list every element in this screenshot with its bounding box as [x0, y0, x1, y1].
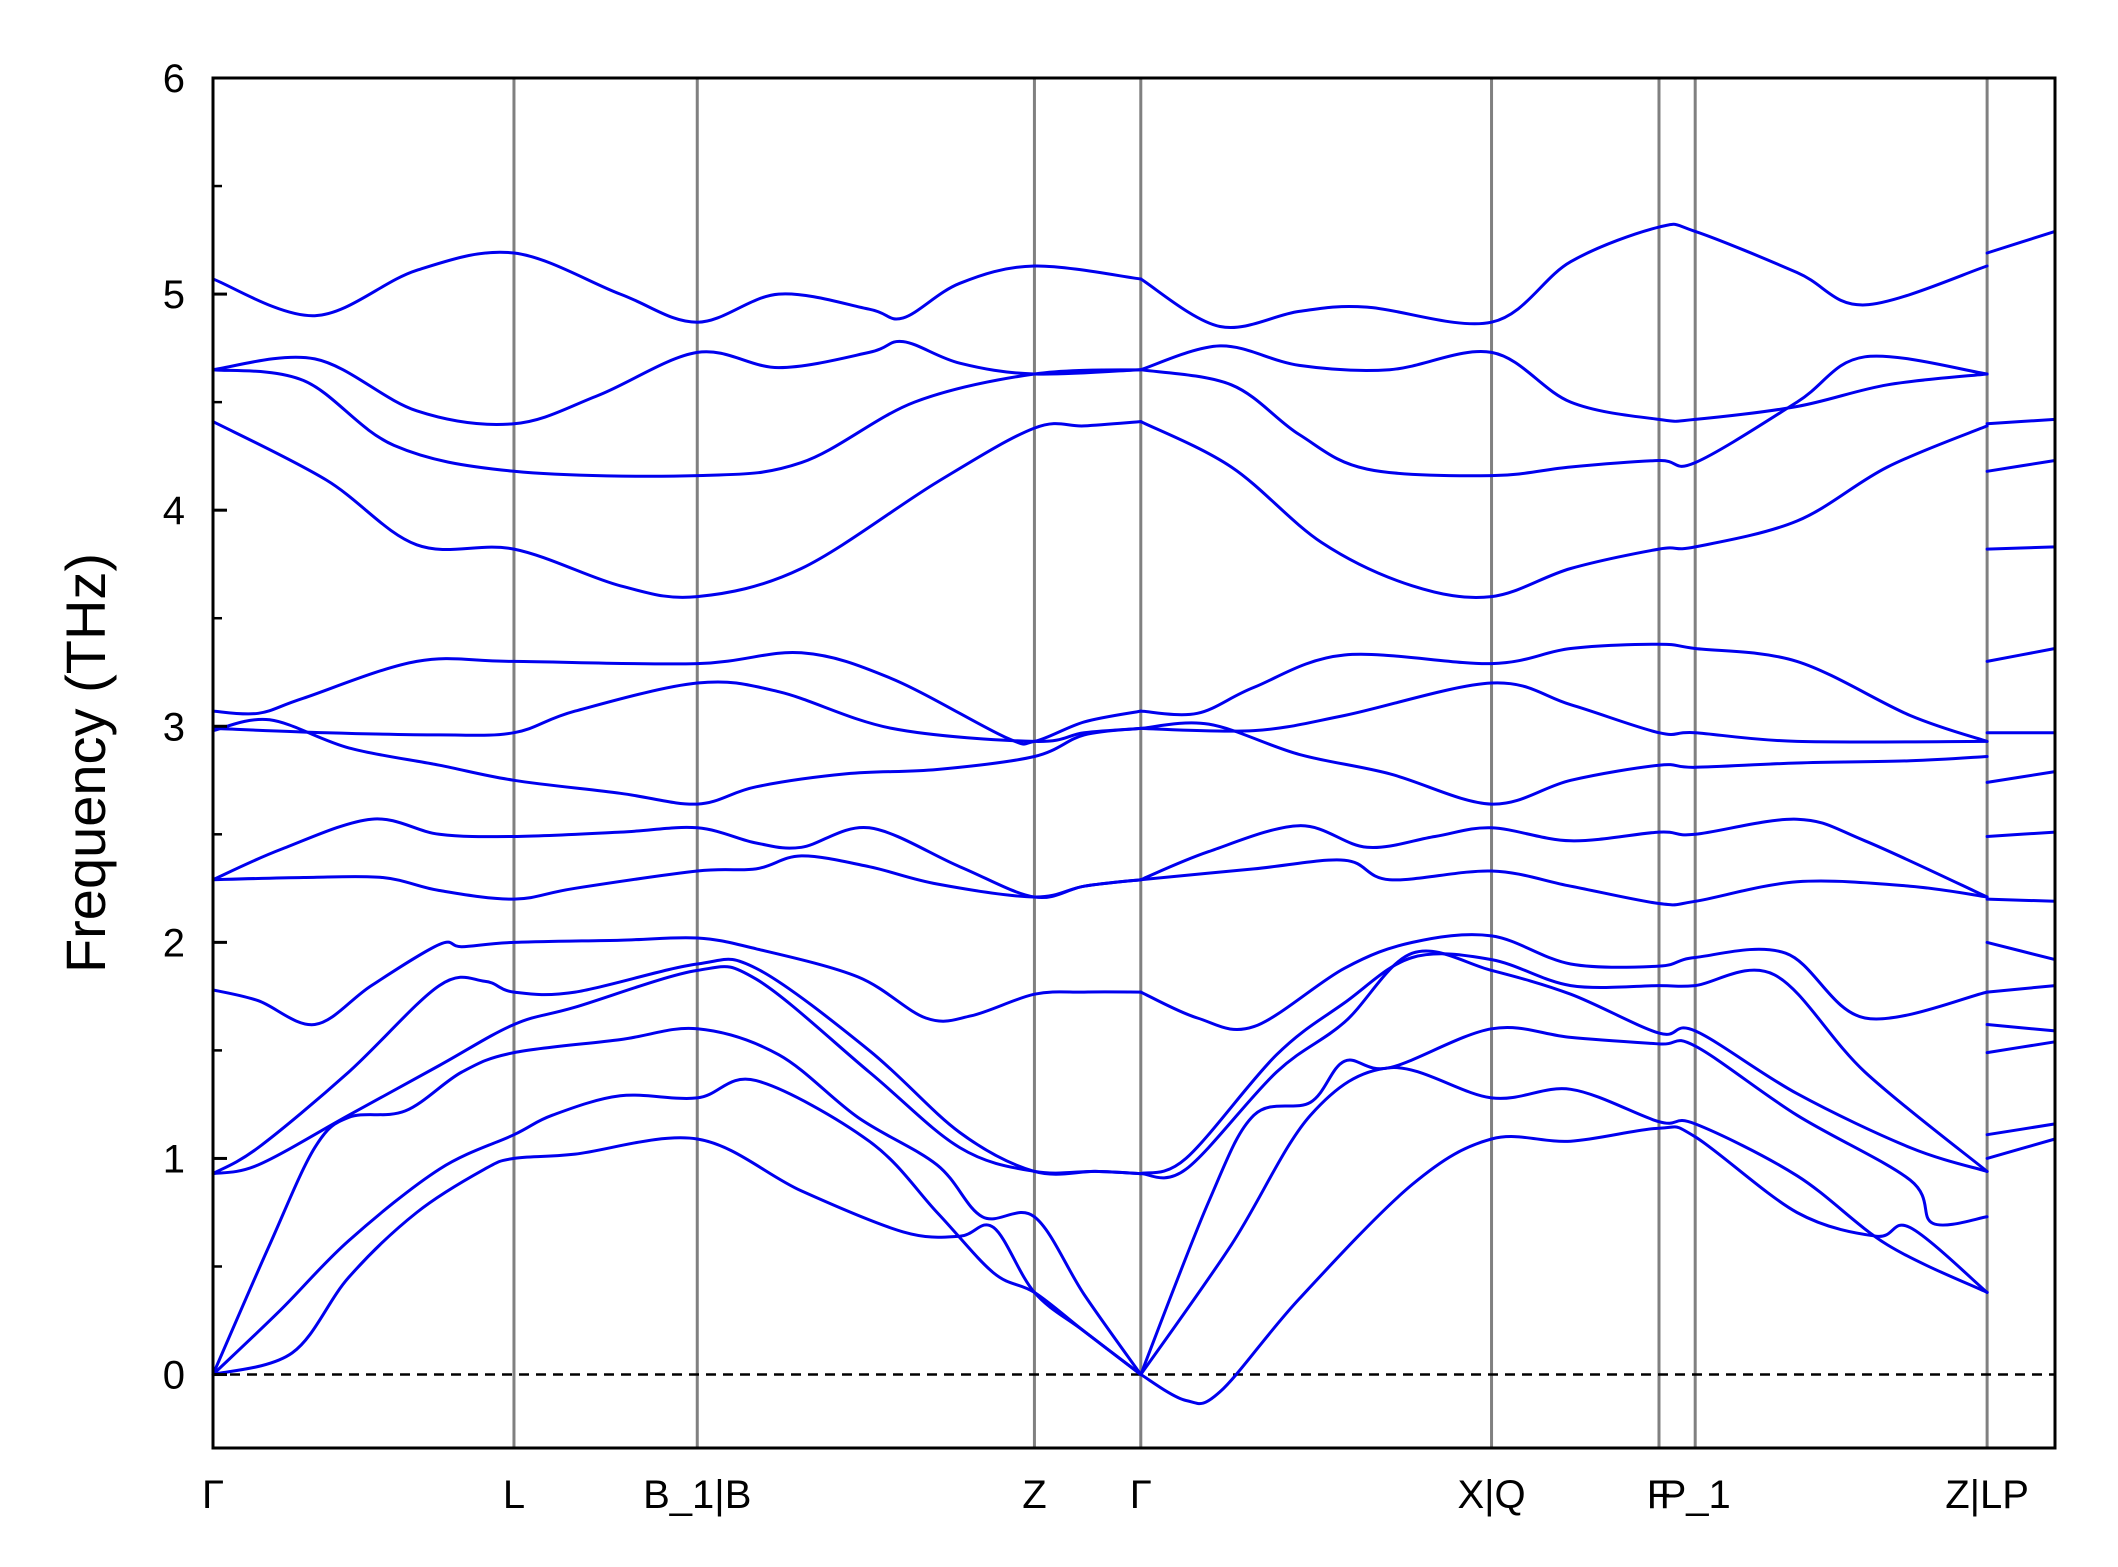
x-tick-label: Γ: [1130, 1473, 1152, 1517]
phonon-bands: [211, 222, 2057, 1406]
phonon-band: [1139, 344, 1989, 423]
x-tick-label: X|Q: [1457, 1473, 1525, 1517]
x-tick-label: B_1|B: [643, 1473, 751, 1517]
phonon-band: [1985, 417, 2057, 426]
x-tick-label: Z|LP: [1945, 1473, 2029, 1517]
phonon-band: [211, 957, 1143, 1176]
phonon-band: [211, 1136, 1143, 1376]
phonon-band: [1985, 1122, 2057, 1137]
x-tick-label: L: [503, 1473, 525, 1517]
phonon-band: [211, 339, 1143, 426]
y-tick-label: 3: [163, 705, 185, 749]
high-symmetry-lines: [512, 78, 1989, 1448]
phonon-band: [211, 680, 1143, 743]
phonon-band: [1985, 1023, 2057, 1033]
plot-frame: [211, 76, 2057, 1450]
phonon-band: [1139, 420, 1989, 599]
phonon-band: [211, 854, 1143, 901]
y-tick-label: 6: [163, 57, 185, 101]
phonon-band: [1139, 1025, 1989, 1376]
phonon-band: [211, 420, 1143, 599]
phonon-band: [1139, 933, 1989, 1032]
phonon-band: [1139, 817, 1989, 899]
phonon-band: [211, 936, 1143, 1027]
phonon-band: [1139, 681, 1989, 744]
phonon-band: [211, 368, 1143, 478]
x-tick-label: Γ: [202, 1473, 224, 1517]
phonon-band: [1139, 222, 1989, 329]
phonon-band: [211, 965, 1143, 1176]
phonon-band: [211, 250, 1143, 324]
phonon-band: [1139, 1125, 1989, 1406]
y-tick-label: 4: [163, 489, 185, 533]
phonon-band: [1985, 830, 2057, 838]
phonon-band: [1985, 940, 2057, 962]
phonon-band: [1985, 897, 2057, 903]
phonon-band: [211, 650, 1143, 746]
phonon-band: [1139, 1066, 1989, 1376]
x-tick-label: F: [1647, 1473, 1671, 1517]
phonon-band: [1985, 984, 2057, 994]
phonon-band: [1139, 949, 1989, 1180]
phonon-band: [1985, 545, 2057, 551]
phonon-band: [1985, 1040, 2057, 1055]
y-tick-label: 1: [163, 1137, 185, 1181]
x-axis-ticks: Γ L B_1|B Z Γ X|Q FP_1 Z|LP: [202, 1473, 2029, 1517]
phonon-band: [1985, 1137, 2057, 1160]
phonon-band: [1985, 647, 2057, 663]
phonon-band: [211, 1077, 1143, 1376]
y-tick-label: 0: [163, 1354, 185, 1398]
phonon-band: [1985, 229, 2057, 255]
phonon-band: [211, 1026, 1143, 1376]
phonon-band: [1139, 721, 1989, 806]
phonon-band: [1139, 354, 1989, 478]
y-axis-label: Frequency (THz): [54, 553, 117, 973]
y-tick-label: 5: [163, 273, 185, 317]
phonon-band: [1985, 459, 2057, 473]
y-tick-label: 2: [163, 921, 185, 965]
x-tick-label: Z: [1022, 1473, 1046, 1517]
phonon-band: [1985, 770, 2057, 784]
x-tick-label: P_1: [1660, 1473, 1731, 1517]
phonon-band: [1139, 642, 1989, 743]
phonon-band: [211, 717, 1143, 806]
phonon-band: [1139, 858, 1989, 907]
y-axis-ticks: 0 1 2 3 4 5 6: [163, 57, 227, 1398]
phonon-band: [211, 817, 1143, 900]
phonon-band: [1139, 952, 1989, 1176]
